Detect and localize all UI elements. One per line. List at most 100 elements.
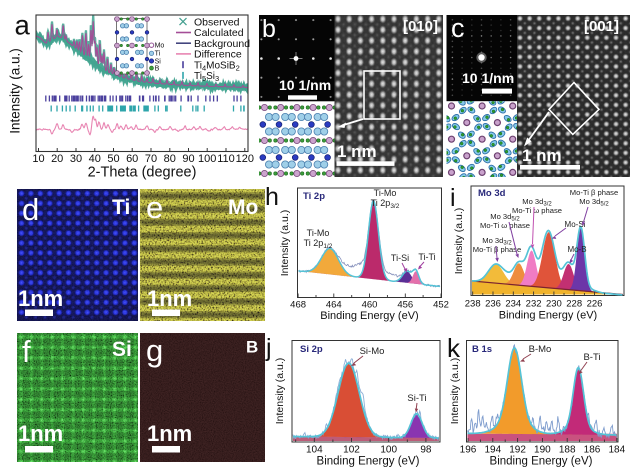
svg-text:232: 232 <box>526 299 542 310</box>
svg-text:Intensity (a.u.): Intensity (a.u.) <box>8 48 23 134</box>
svg-text:Mo-Si: Mo-Si <box>565 220 586 229</box>
svg-text:Ti-Mo: Ti-Mo <box>374 188 397 198</box>
svg-text:Binding Energy (eV): Binding Energy (eV) <box>499 310 597 322</box>
svg-text:b: b <box>262 15 276 43</box>
svg-text:B: B <box>155 66 160 73</box>
svg-text:90: 90 <box>182 153 194 165</box>
svg-text:1nm: 1nm <box>18 421 63 446</box>
svg-text:Binding Energy (eV): Binding Energy (eV) <box>317 456 420 468</box>
svg-text:Calculated: Calculated <box>194 27 244 39</box>
svg-text:196: 196 <box>460 445 477 456</box>
svg-text:464: 464 <box>326 300 342 311</box>
svg-text:Binding Energy (eV): Binding Energy (eV) <box>320 310 418 322</box>
svg-text:Background: Background <box>194 38 250 50</box>
svg-text:104: 104 <box>306 445 323 456</box>
svg-text:Intensity (a.u.): Intensity (a.u.) <box>274 358 286 425</box>
svg-text:Si-Mo: Si-Mo <box>360 346 385 357</box>
svg-text:Si-Ti: Si-Ti <box>407 393 426 404</box>
svg-text:102: 102 <box>343 445 360 456</box>
svg-text:460: 460 <box>362 300 378 311</box>
svg-text:h: h <box>265 183 279 211</box>
svg-text:Si: Si <box>112 338 132 361</box>
svg-text:10 1/nm: 10 1/nm <box>279 77 331 93</box>
svg-text:236: 236 <box>485 299 501 310</box>
svg-text:Intensity (a.u.): Intensity (a.u.) <box>279 210 291 277</box>
svg-text:Si 2p: Si 2p <box>300 344 323 355</box>
svg-text:456: 456 <box>397 300 413 311</box>
svg-text:192: 192 <box>509 445 526 456</box>
svg-text:20: 20 <box>51 153 63 165</box>
svg-text:Ti-Si: Ti-Si <box>391 253 409 263</box>
svg-text:[010]: [010] <box>403 18 438 35</box>
svg-text:80: 80 <box>164 153 176 165</box>
svg-text:50: 50 <box>107 153 119 165</box>
svg-text:Difference: Difference <box>194 49 242 61</box>
svg-text:452: 452 <box>433 300 449 311</box>
svg-text:j: j <box>265 334 272 362</box>
svg-text:d: d <box>22 192 39 227</box>
svg-text:B-Mo: B-Mo <box>529 344 552 355</box>
svg-text:1nm: 1nm <box>147 286 192 311</box>
svg-text:Ti: Ti <box>155 51 161 58</box>
svg-text:238: 238 <box>465 299 481 310</box>
svg-text:30: 30 <box>70 153 82 165</box>
svg-text:100: 100 <box>198 153 216 165</box>
svg-text:Mo 3d3/2: Mo 3d3/2 <box>522 197 552 208</box>
svg-text:Intensity (a.u.): Intensity (a.u.) <box>449 358 461 425</box>
svg-text:Ti-Ti: Ti-Ti <box>418 252 435 262</box>
svg-text:e: e <box>146 190 163 225</box>
svg-text:Ti: Ti <box>112 196 130 219</box>
svg-text:Mo 3d5/2: Mo 3d5/2 <box>490 212 520 223</box>
svg-text:Mo: Mo <box>228 196 258 219</box>
svg-text:[001]: [001] <box>584 18 619 35</box>
svg-text:190: 190 <box>534 445 551 456</box>
svg-text:a: a <box>15 10 31 41</box>
svg-text:f: f <box>22 334 31 369</box>
svg-text:10 1/nm: 10 1/nm <box>462 70 514 86</box>
svg-text:194: 194 <box>484 445 501 456</box>
svg-text:98: 98 <box>420 445 432 456</box>
svg-text:k: k <box>447 333 461 363</box>
svg-text:Ti4MoSiB2: Ti4MoSiB2 <box>194 60 240 72</box>
svg-text:188: 188 <box>559 445 576 456</box>
svg-text:Mo 3d3/2: Mo 3d3/2 <box>482 236 512 247</box>
svg-text:Observed: Observed <box>194 16 240 28</box>
svg-text:Mo-B: Mo-B <box>567 245 586 254</box>
svg-text:Intensity (a.u.): Intensity (a.u.) <box>453 208 465 275</box>
svg-text:B 1s: B 1s <box>472 344 492 355</box>
svg-text:Mo-Ti ω phase: Mo-Ti ω phase <box>480 221 530 230</box>
svg-text:i: i <box>450 184 456 212</box>
svg-text:468: 468 <box>290 300 306 311</box>
svg-text:Ti5Si3: Ti5Si3 <box>194 71 219 83</box>
svg-text:1 nm: 1 nm <box>522 146 562 165</box>
svg-text:Ti-Mo: Ti-Mo <box>307 228 330 238</box>
svg-text:110: 110 <box>217 153 235 165</box>
svg-text:g: g <box>146 333 163 368</box>
svg-text:Mo-Ti β phase: Mo-Ti β phase <box>570 188 618 197</box>
svg-text:100: 100 <box>380 445 397 456</box>
svg-text:1nm: 1nm <box>147 421 192 446</box>
svg-text:B: B <box>246 338 258 357</box>
svg-text:226: 226 <box>587 299 603 310</box>
svg-text:c: c <box>451 13 465 43</box>
svg-text:1 nm: 1 nm <box>337 142 377 161</box>
svg-text:Binding Energy (eV): Binding Energy (eV) <box>490 456 593 468</box>
svg-text:2-Theta (degree): 2-Theta (degree) <box>88 165 197 181</box>
svg-text:228: 228 <box>566 299 582 310</box>
svg-text:10: 10 <box>32 153 44 165</box>
svg-text:Si: Si <box>155 58 162 65</box>
svg-text:Ti 2p: Ti 2p <box>303 191 325 202</box>
svg-text:1nm: 1nm <box>18 286 63 311</box>
svg-text:Mo 3d5/2: Mo 3d5/2 <box>579 197 609 208</box>
svg-text:Mo 3d: Mo 3d <box>478 188 506 199</box>
svg-text:184: 184 <box>608 445 625 456</box>
svg-text:B-Ti: B-Ti <box>583 352 600 363</box>
svg-text:Mo-Ti β phase: Mo-Ti β phase <box>473 245 521 254</box>
svg-text:60: 60 <box>126 153 138 165</box>
svg-text:186: 186 <box>584 445 601 456</box>
svg-text:70: 70 <box>145 153 157 165</box>
svg-text:40: 40 <box>89 153 101 165</box>
svg-text:Mo-Ti ω phase: Mo-Ti ω phase <box>512 206 562 215</box>
svg-text:Mo: Mo <box>155 43 165 50</box>
svg-text:120: 120 <box>236 153 254 165</box>
